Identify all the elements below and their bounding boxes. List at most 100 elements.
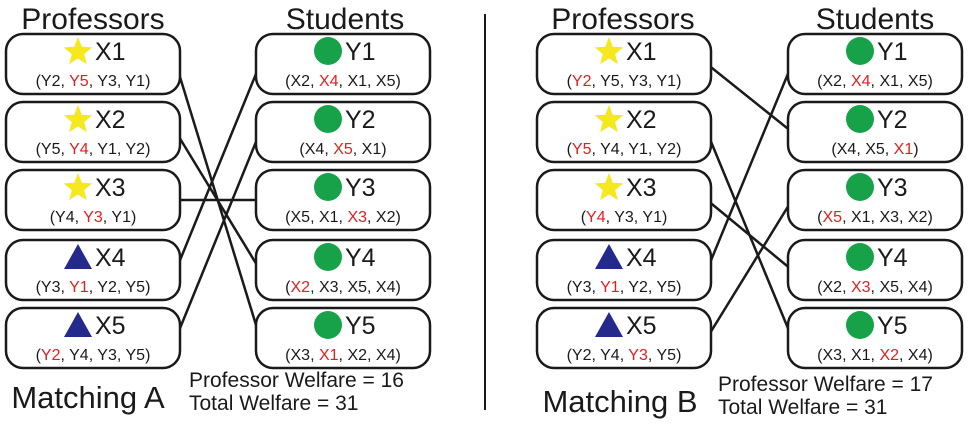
preference-item: Y2 (41, 73, 61, 90)
student-name: Y1 (877, 38, 908, 66)
preference-separator: , (592, 73, 601, 90)
student-name: Y2 (345, 106, 376, 134)
student-box-outline (254, 32, 432, 96)
preference-separator: , (842, 279, 851, 296)
paren-open: ( (285, 347, 291, 364)
paren-open: ( (36, 141, 42, 158)
paren-open: ( (817, 209, 823, 226)
preference-item: Y1 (642, 209, 662, 226)
preference-separator: , (310, 347, 319, 364)
matching-title: Matching B (542, 384, 697, 419)
preference-item: Y5 (656, 279, 676, 296)
preference-item: Y3 (41, 279, 61, 296)
total-welfare: Total Welfare = 31 (718, 396, 887, 419)
paren-close: ) (927, 279, 932, 296)
triangle-icon (64, 244, 92, 269)
paren-open: ( (567, 73, 573, 90)
preference-item: X5 (879, 279, 899, 296)
professor-preference-list: (Y3, Y1, Y2, Y5) (36, 279, 151, 296)
preference-item: X2 (908, 209, 928, 226)
preference-item: Y1 (628, 141, 648, 158)
student-box: Y5 (X3, X1, X2, X4) (786, 306, 964, 370)
paren-close: ) (676, 141, 681, 158)
preference-separator: , (871, 73, 880, 90)
paren-close: ) (913, 141, 918, 158)
matching-lines-layer (174, 63, 794, 339)
preference-item: X3 (823, 347, 843, 364)
preference-item: Y3 (572, 279, 592, 296)
professor-box-outline (535, 32, 713, 96)
preference-item: Y3 (614, 209, 634, 226)
preference-separator: , (899, 279, 908, 296)
professor-box-outline (535, 100, 713, 164)
preference-separator: , (61, 73, 70, 90)
professor-welfare: Professor Welfare = 17 (718, 373, 933, 396)
circle-icon (314, 37, 342, 65)
student-box: Y1 (X2, X4, X1, X5) (254, 32, 432, 96)
preference-item: X2 (823, 73, 843, 90)
preference-item: X2 (347, 347, 367, 364)
paren-open: ( (817, 279, 823, 296)
preference-separator: , (61, 279, 70, 296)
professor-name: X5 (95, 312, 126, 340)
professor-box-outline (535, 306, 713, 370)
star-icon (63, 37, 93, 65)
preference-separator: , (620, 279, 629, 296)
preference-item: Y2 (125, 141, 145, 158)
student-box-outline (254, 168, 432, 232)
professor-box: X2 (Y5, Y4, Y1, Y2) (4, 100, 182, 164)
professor-box: X2 (Y5, Y4, Y1, Y2) (535, 100, 713, 164)
preference-separator: , (367, 347, 376, 364)
preference-separator: , (89, 73, 98, 90)
preference-separator: , (367, 209, 376, 226)
matched-preference: Y2 (572, 73, 592, 90)
matched-preference: Y4 (586, 209, 606, 226)
student-box: Y3 (X5, X1, X3, X2) (254, 168, 432, 232)
preference-separator: , (89, 279, 98, 296)
preference-item: X4 (305, 141, 325, 158)
matched-preference: Y1 (69, 279, 89, 296)
preference-item: X4 (908, 279, 928, 296)
matched-preference: X5 (823, 209, 843, 226)
student-preference-list: (X3, X1, X2, X4) (817, 347, 933, 364)
preference-item: Y5 (41, 141, 61, 158)
paren-open: ( (567, 347, 573, 364)
matched-preference: X1 (894, 141, 914, 158)
paren-open: ( (36, 279, 42, 296)
professor-box: X5 (Y2, Y4, Y3, Y5) (535, 306, 713, 370)
preference-separator: , (324, 141, 333, 158)
matched-preference: Y3 (83, 209, 103, 226)
paren-close: ) (145, 347, 150, 364)
preference-item: X1 (851, 347, 871, 364)
student-name: Y5 (877, 312, 908, 340)
matched-preference: Y1 (600, 279, 620, 296)
preference-separator: , (871, 347, 880, 364)
paren-open: ( (36, 73, 42, 90)
preference-separator: , (634, 209, 643, 226)
circle-icon (846, 243, 874, 271)
preference-item: Y4 (69, 347, 89, 364)
paren-open: ( (567, 141, 573, 158)
paren-open: ( (285, 209, 291, 226)
triangle-icon (595, 244, 623, 269)
preference-separator: , (648, 347, 657, 364)
matching-line (706, 63, 793, 133)
preference-item: X1 (851, 209, 871, 226)
paren-close: ) (145, 73, 150, 90)
student-name: Y1 (345, 38, 376, 66)
paren-open: ( (567, 279, 573, 296)
preference-separator: , (885, 141, 894, 158)
star-icon (63, 173, 93, 201)
matched-preference: Y2 (41, 347, 61, 364)
preference-separator: , (842, 347, 851, 364)
professor-box: X3 (Y4, Y3, Y1) (535, 168, 713, 232)
paren-close: ) (381, 141, 386, 158)
student-preference-list: (X2, X4, X1, X5) (285, 73, 401, 90)
circle-icon (314, 311, 342, 339)
matching-line (706, 199, 793, 271)
professor-name: X1 (95, 38, 126, 66)
preference-item: Y1 (656, 73, 676, 90)
student-box: Y2 (X4, X5, X1) (786, 100, 964, 164)
preference-item: X5 (908, 73, 928, 90)
professor-box: X4 (Y3, Y1, Y2, Y5) (535, 238, 713, 302)
